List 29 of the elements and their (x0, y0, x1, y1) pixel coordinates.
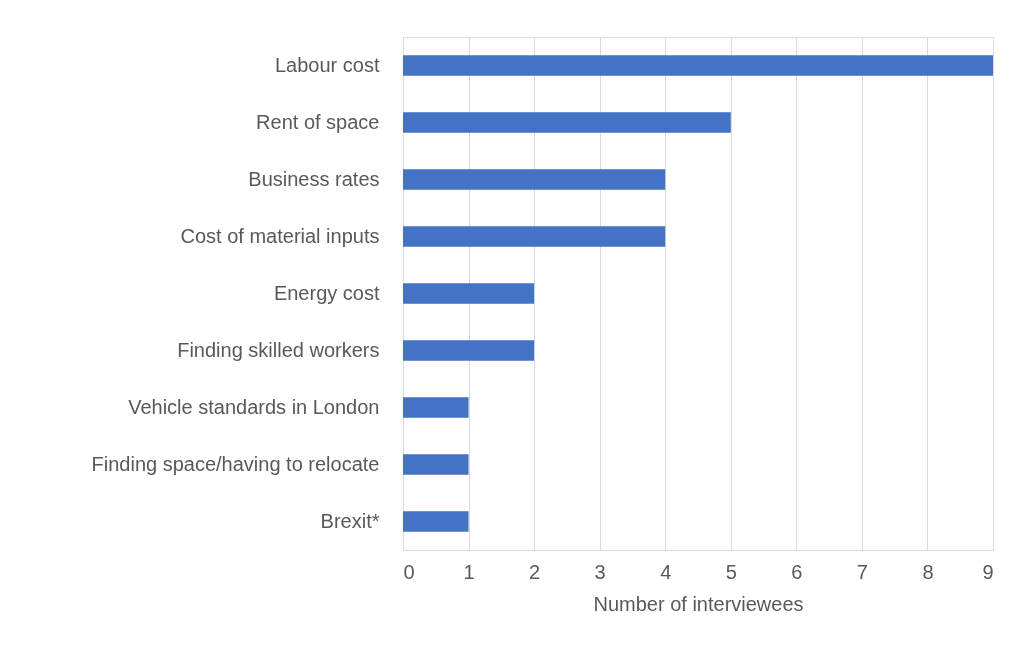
bar (403, 169, 666, 190)
x-tick-label: 2 (529, 560, 541, 583)
bar (403, 226, 666, 247)
x-axis-title: Number of interviewees (593, 592, 804, 615)
bar (403, 283, 535, 304)
x-tick-label: 6 (791, 560, 803, 583)
bar (403, 511, 469, 532)
x-tick-label: 9 (982, 560, 994, 583)
y-tick-label: Finding space/having to relocate (91, 452, 380, 475)
bar (403, 340, 535, 361)
y-tick-label: Business rates (248, 167, 380, 190)
x-tick-label: 1 (463, 560, 475, 583)
y-tick-label: Brexit* (320, 509, 380, 532)
y-tick-label: Rent of space (256, 110, 380, 133)
x-tick-label: 7 (856, 560, 868, 583)
bar (403, 55, 993, 76)
y-tick-label: Energy cost (273, 281, 380, 304)
x-tick-label: 4 (660, 560, 672, 583)
x-tick-label: 0 (403, 560, 415, 583)
bar (403, 112, 731, 133)
x-tick-label: 3 (594, 560, 606, 583)
x-tick-label: 8 (922, 560, 934, 583)
y-tick-label: Finding skilled workers (177, 338, 380, 361)
bar (403, 454, 469, 475)
y-tick-label: Labour cost (274, 53, 380, 76)
y-tick-label: Vehicle standards in London (128, 395, 380, 418)
y-tick-label: Cost of material inputs (180, 224, 380, 247)
bar (403, 397, 469, 418)
x-tick-label: 5 (725, 560, 737, 583)
